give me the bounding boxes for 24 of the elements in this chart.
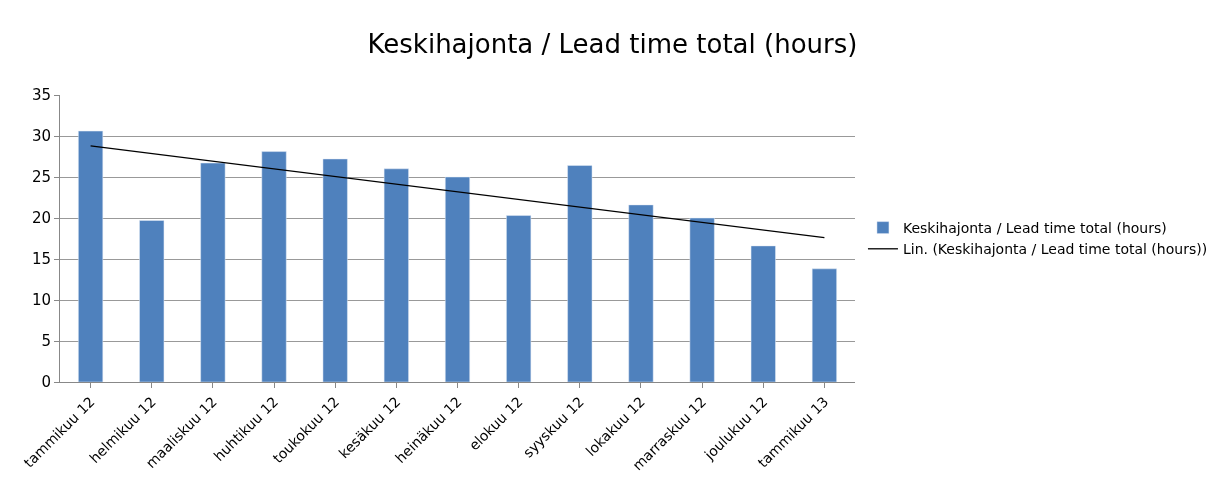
chart-title: Keskihajonta / Lead time total (hours) xyxy=(367,28,858,59)
bar xyxy=(628,204,654,382)
y-tick-label: 10 xyxy=(31,291,51,310)
legend-label: Lin. (Keskihajonta / Lead time total (hours)) xyxy=(902,241,1208,258)
y-tick-label: 5 xyxy=(41,332,51,351)
bar xyxy=(445,176,470,382)
bar xyxy=(811,268,837,382)
y-tick-label: 25 xyxy=(31,168,51,187)
bar xyxy=(567,165,593,382)
bar xyxy=(322,158,348,382)
bar xyxy=(261,151,287,382)
bar xyxy=(78,130,104,382)
y-tick-label: 30 xyxy=(31,127,51,146)
bar xyxy=(750,245,776,382)
y-tick-label: 15 xyxy=(31,250,51,269)
bar xyxy=(506,215,532,382)
bar xyxy=(139,220,165,382)
bar xyxy=(689,217,715,382)
legend-label: Keskihajonta / Lead time total (hours) xyxy=(902,220,1167,237)
y-tick-label: 35 xyxy=(31,86,51,105)
bar xyxy=(383,168,409,382)
y-tick-label: 20 xyxy=(31,209,51,228)
bar xyxy=(200,162,226,382)
y-tick-label: 0 xyxy=(41,373,51,392)
